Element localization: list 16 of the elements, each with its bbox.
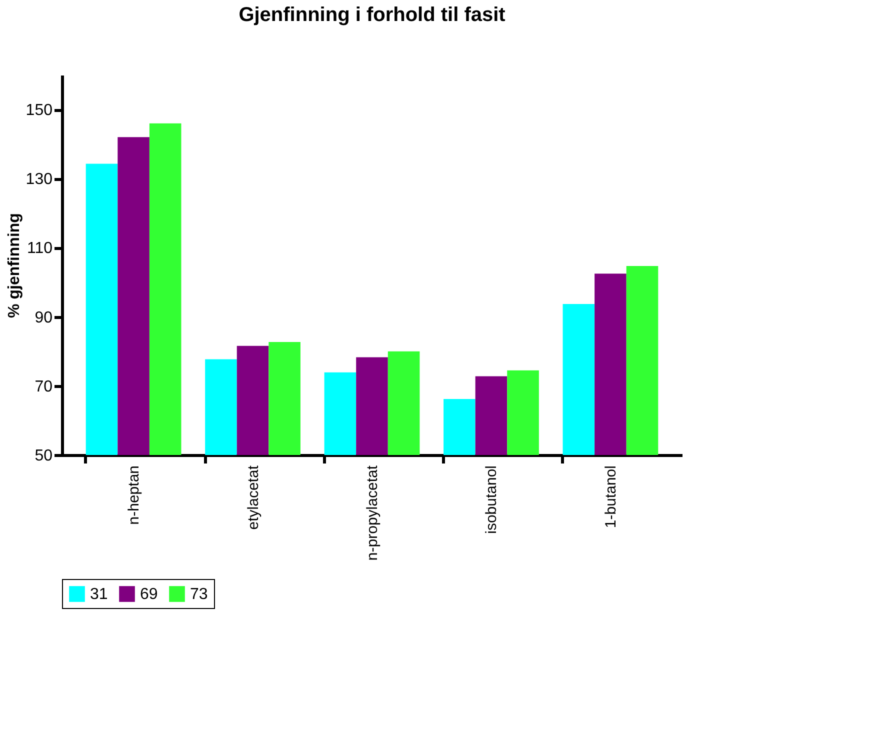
y-tick-label: 130 xyxy=(26,171,53,188)
legend-label: 31 xyxy=(90,586,108,603)
x-tick-label: 1-butanol xyxy=(602,466,620,528)
legend-label: 73 xyxy=(190,586,208,603)
y-tick-label: 90 xyxy=(34,309,53,326)
y-tick-label: 50 xyxy=(34,448,53,464)
x-tick-label: n-heptan xyxy=(126,466,143,525)
x-tick-label: n-propylacetat xyxy=(364,464,381,561)
legend-label: 69 xyxy=(140,586,158,603)
chart-title: Gjenfinning i forhold til fasit xyxy=(238,4,506,26)
y-tick-label: 70 xyxy=(34,378,53,396)
x-tick-label: etylacetat xyxy=(244,464,262,530)
y-tick-label: 150 xyxy=(26,102,53,120)
y-axis-title: % gjenfinning xyxy=(6,213,23,318)
y-tick-label: 110 xyxy=(26,240,53,258)
x-tick-label: isobutanol xyxy=(483,466,500,534)
